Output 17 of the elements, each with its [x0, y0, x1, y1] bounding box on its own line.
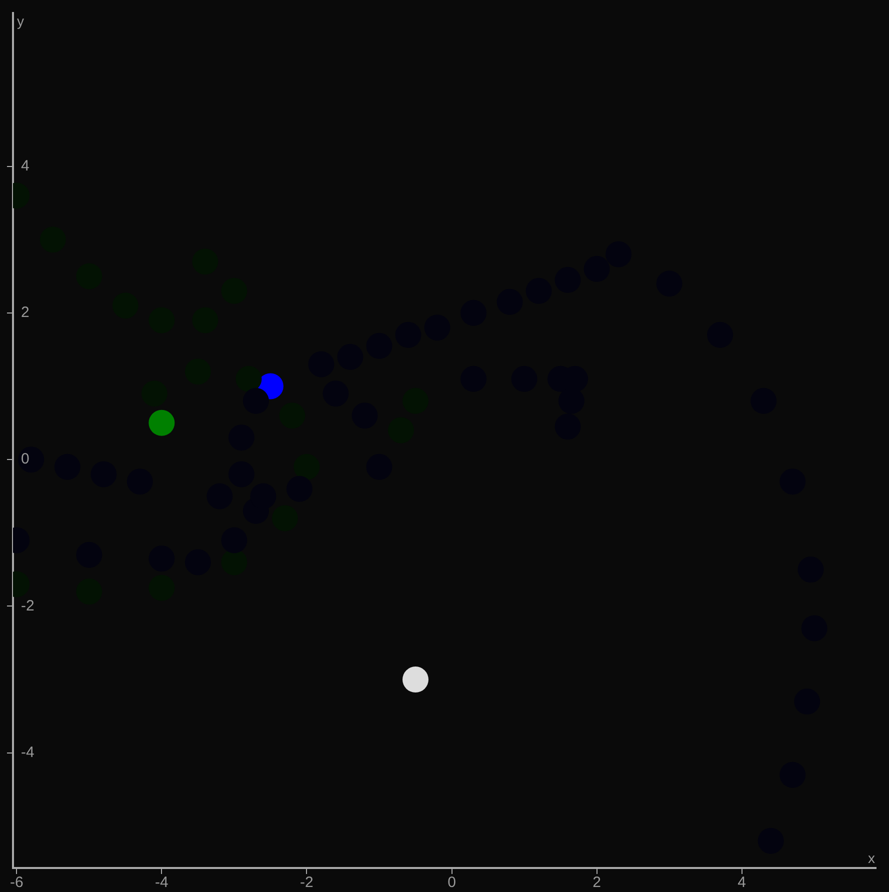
- x-tick-label: -4: [154, 874, 168, 892]
- x-tick-label: -6: [10, 874, 24, 892]
- x-tick-label: 4: [738, 874, 746, 892]
- x-axis-title: x: [868, 850, 875, 866]
- x-tick-label: -2: [300, 874, 314, 892]
- point: [148, 410, 175, 436]
- y-tick-label: -2: [21, 597, 34, 614]
- point: [402, 666, 428, 693]
- y-tick-label: 0: [21, 450, 30, 468]
- y-tick-label: -4: [21, 744, 34, 762]
- y-axis-title: y: [17, 12, 24, 29]
- y-tick-label: 2: [21, 304, 30, 322]
- point: [242, 388, 269, 414]
- y-tick-label: 4: [21, 157, 30, 174]
- x-tick-label: 0: [448, 874, 456, 892]
- x-tick-label: 2: [592, 874, 601, 892]
- point: [236, 366, 262, 392]
